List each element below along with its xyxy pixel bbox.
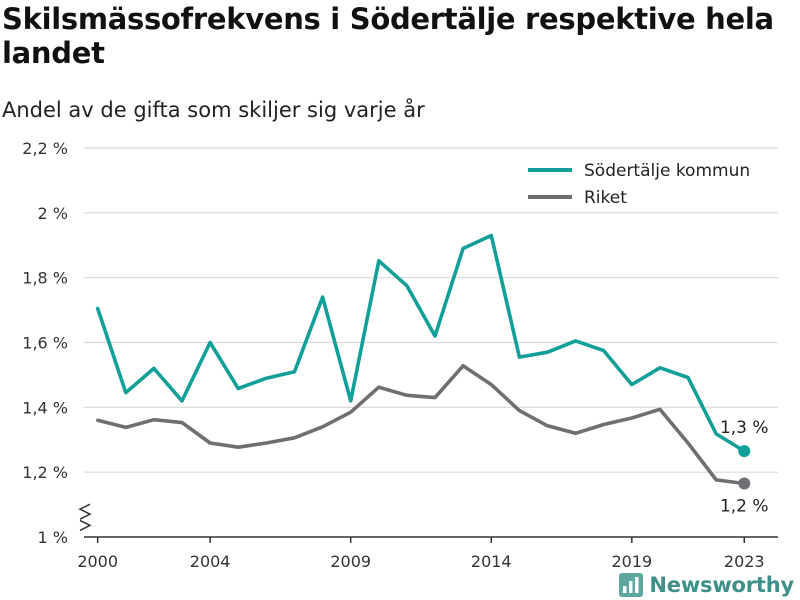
legend-label: Riket (584, 188, 627, 208)
legend-label: Södertälje kommun (584, 161, 750, 181)
y-tick-label: 2,2 % (22, 139, 68, 158)
x-tick-label: 2004 (190, 552, 231, 571)
y-tick-label: 1,8 % (22, 269, 68, 288)
x-tick-label: 2019 (611, 552, 652, 571)
chart-subtitle: Andel av de gifta som skiljer sig varje … (2, 98, 425, 122)
x-tick-label: 2023 (724, 552, 765, 571)
y-tick-label: 1,6 % (22, 334, 68, 353)
series-line-sodertalje (95, 233, 747, 453)
series-end-label: 1,3 % (720, 418, 769, 438)
series-end-point (738, 477, 751, 490)
axis-break-mark (78, 503, 92, 520)
chart-title: Skilsmässofrekvens i Södertälje respekti… (2, 2, 774, 70)
x-tick-label: 2014 (471, 552, 512, 571)
series-end-label: 1,2 % (720, 497, 769, 517)
y-tick-label: 1,4 % (22, 398, 68, 417)
y-tick-label: 1 % (38, 528, 68, 547)
x-tick-label: 2000 (77, 552, 118, 571)
brand-name: Newsworthy (649, 573, 794, 597)
series-line-riket (95, 363, 747, 486)
x-tick-label: 2009 (330, 552, 371, 571)
axis-break-mark (79, 519, 92, 532)
y-tick-label: 1,2 % (22, 463, 68, 482)
brand: Newsworthy (619, 573, 794, 597)
y-tick-label: 2 % (38, 204, 68, 223)
legend-box (521, 152, 767, 212)
series-end-point (738, 445, 751, 458)
newsworthy-logo-icon (619, 573, 644, 597)
